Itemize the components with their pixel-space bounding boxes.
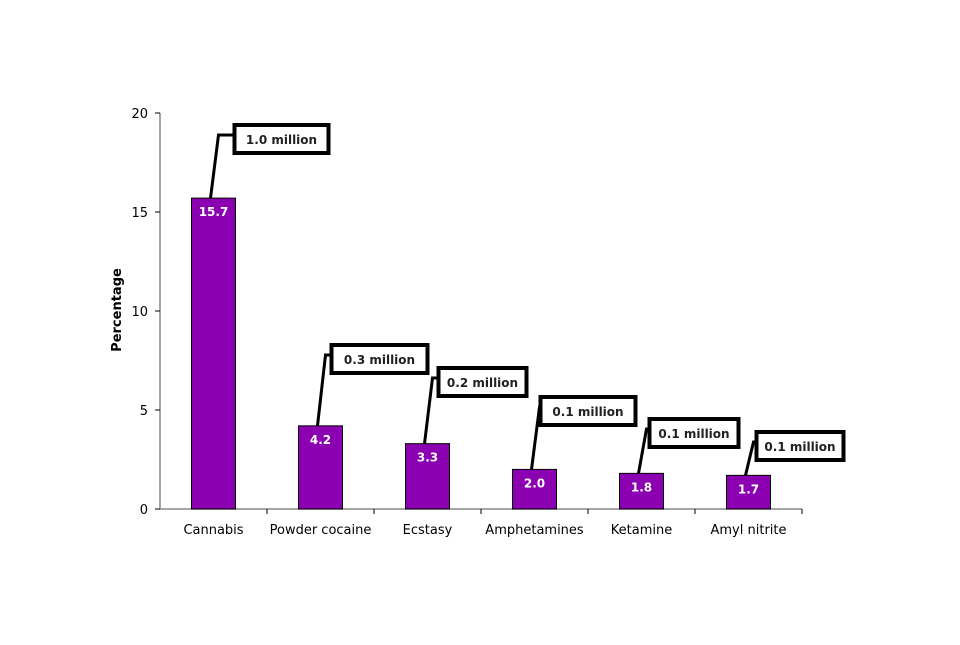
callout-box [436, 366, 529, 398]
y-tick-label: 0 [140, 503, 148, 518]
bar-ecstasy [405, 443, 450, 510]
callout-annotation: 0.3 million [344, 353, 415, 367]
callout-annotation: 0.2 million [447, 376, 518, 390]
callout-box [232, 123, 331, 155]
y-tick-label: 20 [131, 107, 148, 122]
bar-amyl-nitrite [726, 474, 771, 510]
callout-annotation: 0.1 million [658, 427, 729, 441]
y-tick-label: 10 [131, 305, 148, 320]
bar-ketamine [619, 472, 664, 510]
x-tick-label: Powder cocaine [270, 523, 372, 538]
data-label: 1.8 [631, 480, 652, 494]
callout-leader-line [423, 376, 439, 444]
data-label: 1.7 [738, 482, 759, 496]
callout-box [538, 395, 638, 427]
callout-leader-line [209, 133, 235, 199]
callout-leader-line [316, 353, 332, 427]
x-tick-label: Amyl nitrite [711, 523, 787, 538]
callout-annotation: 1.0 million [246, 133, 317, 147]
data-label: 15.7 [199, 205, 229, 219]
bar-cannabis [191, 197, 236, 510]
bar-amphetamines [512, 468, 557, 510]
x-tick-label: Cannabis [183, 523, 243, 538]
x-tick-label: Amphetamines [485, 523, 584, 538]
y-tick-label: 15 [131, 206, 148, 221]
callout-annotation: 0.1 million [764, 440, 835, 454]
data-label: 2.0 [524, 476, 545, 490]
callout-box [754, 430, 846, 462]
callout-box [647, 417, 741, 449]
x-tick-label: Ketamine [611, 523, 672, 538]
data-label: 3.3 [417, 451, 438, 465]
x-tick-label: Ecstasy [403, 523, 453, 538]
callout-annotation: 0.1 million [552, 405, 623, 419]
data-label: 4.2 [310, 433, 331, 447]
y-axis-label: Percentage [110, 268, 125, 352]
bar-powder-cocaine [298, 425, 343, 510]
y-tick-label: 5 [140, 404, 148, 419]
callout-box [329, 343, 430, 375]
